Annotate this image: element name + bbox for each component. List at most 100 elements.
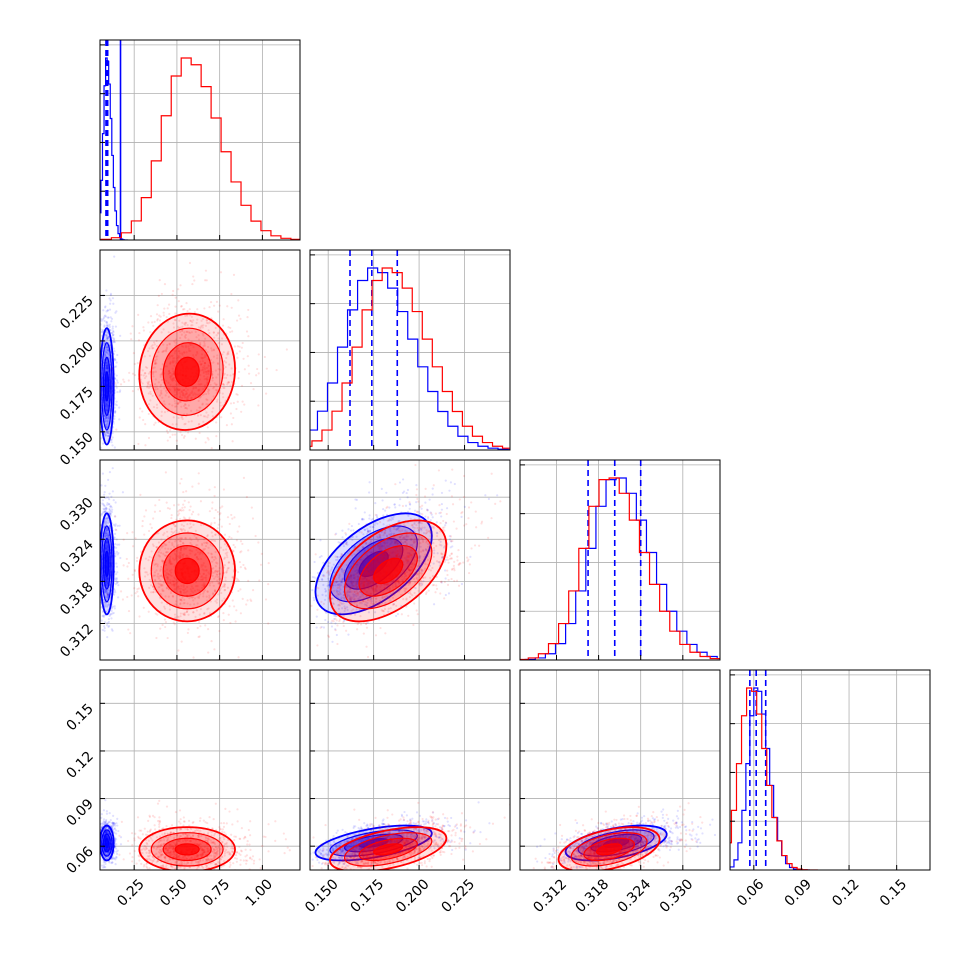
scatter-point — [211, 556, 214, 559]
scatter-point — [106, 336, 110, 339]
scatter-point — [192, 591, 195, 594]
scatter-point — [236, 530, 239, 533]
scatter-point — [178, 598, 182, 601]
scatter-point — [372, 526, 375, 529]
scatter-point — [440, 491, 444, 495]
scatter-point — [166, 578, 169, 581]
scatter-point — [107, 603, 110, 606]
scatter-point — [206, 590, 209, 593]
scatter-point — [214, 508, 217, 512]
scatter-point — [199, 414, 202, 417]
scatter-point — [362, 585, 365, 589]
scatter-point — [169, 429, 172, 432]
scatter-point — [202, 595, 205, 598]
scatter-point — [304, 605, 306, 607]
scatter-point — [110, 462, 112, 464]
scatter-point — [181, 392, 184, 395]
scatter-point — [171, 377, 175, 380]
scatter-point — [107, 316, 110, 319]
scatter-point — [100, 514, 103, 517]
scatter-point — [190, 590, 193, 593]
scatter-point — [371, 525, 375, 529]
scatter-point — [381, 596, 384, 600]
scatter-point — [110, 438, 113, 442]
scatter-point — [180, 547, 183, 550]
scatter-point — [237, 571, 240, 574]
panel-frame — [729, 669, 931, 871]
scatter-point — [388, 553, 391, 557]
scatter-point — [331, 566, 334, 569]
scatter-point — [106, 624, 109, 627]
scatter-point — [405, 538, 408, 542]
scatter-point — [341, 577, 344, 580]
scatter-point — [353, 593, 356, 597]
scatter-point — [184, 406, 187, 410]
scatter-point — [356, 604, 359, 608]
scatter-point — [141, 524, 144, 528]
scatter-point — [200, 353, 204, 356]
scatter-point — [105, 416, 108, 419]
scatter-point — [151, 394, 154, 397]
scatter-point — [202, 334, 205, 337]
scatter-point — [287, 607, 289, 609]
scatter-point — [168, 343, 171, 346]
scatter-point — [192, 656, 195, 659]
scatter-point — [229, 326, 232, 330]
scatter-point — [195, 555, 199, 559]
scatter-point — [180, 584, 183, 587]
scatter-point — [171, 595, 175, 598]
scatter-point — [106, 421, 109, 424]
scatter-point — [114, 532, 117, 535]
scatter-point — [362, 533, 365, 536]
scatter-point — [382, 553, 385, 556]
scatter-point — [200, 319, 203, 322]
scatter-point — [133, 569, 137, 573]
scatter-point — [393, 541, 396, 545]
scatter-point — [183, 499, 186, 502]
scatter-point — [107, 416, 110, 419]
scatter-point — [355, 581, 359, 584]
scatter-point — [105, 602, 108, 605]
scatter-point — [168, 369, 171, 372]
scatter-point — [112, 338, 116, 341]
scatter-point — [112, 611, 115, 615]
scatter-point — [355, 569, 359, 572]
scatter-point — [324, 587, 327, 591]
scatter-point — [200, 563, 203, 567]
scatter-point — [252, 388, 255, 391]
scatter-point — [152, 517, 155, 520]
scatter-point — [324, 589, 328, 592]
scatter-point — [142, 418, 145, 422]
scatter-point — [184, 346, 188, 349]
scatter-point — [107, 420, 110, 423]
scatter-point — [107, 503, 110, 506]
scatter-point — [137, 442, 140, 446]
scatter-point — [159, 568, 162, 571]
scatter-point — [409, 592, 412, 595]
scatter-point — [184, 547, 187, 550]
scatter-point — [138, 615, 141, 618]
scatter-point — [143, 377, 147, 380]
scatter-point — [175, 405, 178, 408]
scatter-point — [107, 617, 110, 621]
scatter-point — [225, 571, 228, 574]
scatter-point — [198, 589, 201, 592]
scatter-point — [109, 292, 113, 295]
scatter-point — [191, 596, 194, 599]
scatter-point — [104, 579, 107, 583]
scatter-point — [163, 387, 166, 390]
scatter-point — [173, 352, 176, 355]
scatter-point — [383, 531, 386, 534]
scatter-point — [152, 405, 156, 409]
scatter-point — [406, 567, 409, 571]
scatter-point — [107, 601, 110, 604]
scatter-point — [95, 606, 97, 608]
scatter-point — [239, 612, 242, 615]
scatter-point — [201, 568, 204, 571]
scatter-point — [167, 595, 170, 598]
scatter-point — [158, 314, 161, 317]
scatter-point — [164, 394, 167, 397]
scatter-point — [463, 505, 466, 508]
scatter-point — [230, 513, 233, 517]
scatter-point — [151, 371, 154, 374]
